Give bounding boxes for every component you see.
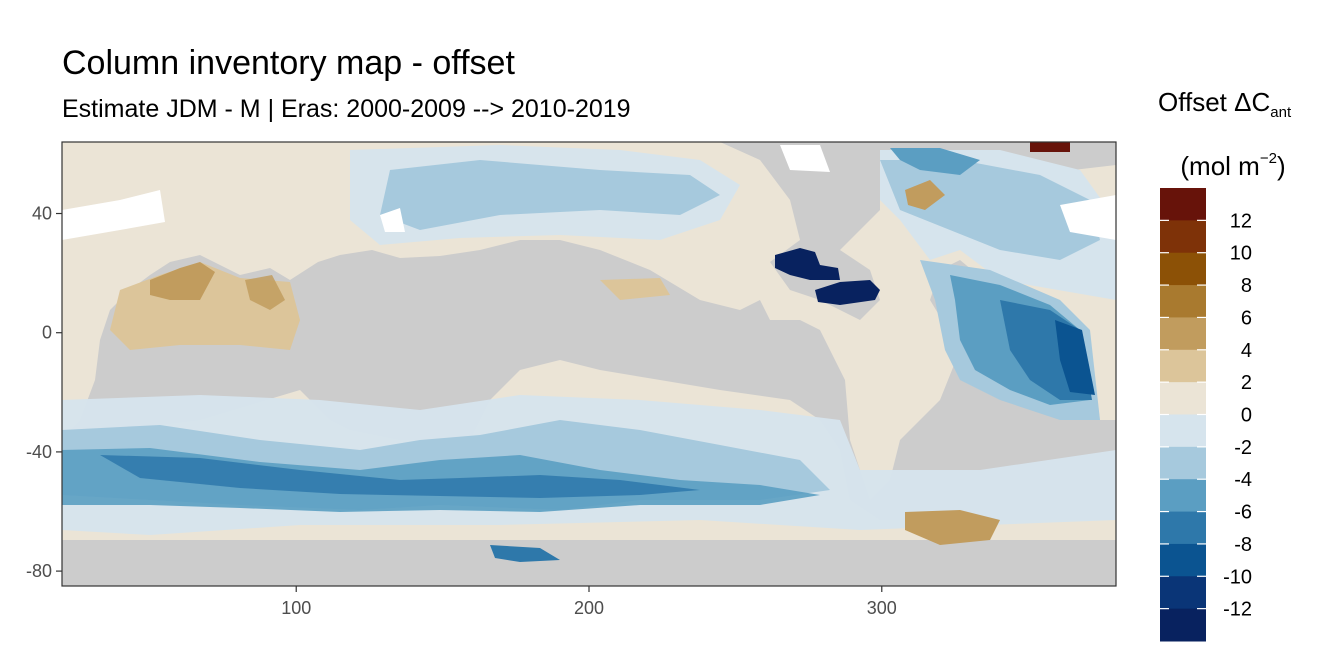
colorbar-segment [1160,220,1206,254]
colorbar-segment [1160,382,1206,415]
band-plus4-north-atlantic [905,180,945,210]
band-plus2-pacific-patch [600,278,670,300]
band-plus4-south-atlantic [905,510,1000,545]
polar-gap-2 [780,145,830,172]
chart-title: Column inventory map - offset [62,44,515,82]
caribbean-sea [815,280,880,305]
colorbar-segment [1160,414,1206,448]
band-minus8-southern [100,455,700,498]
x-axis: 100 200 300 [281,586,897,618]
x-tick-label: 300 [867,598,897,618]
colorbar-label: -10 [1223,566,1252,588]
map-panel [62,142,1116,586]
colorbar-segment [1160,446,1206,480]
antarctic-land [62,540,1116,586]
colorbar-segment [1160,511,1206,545]
colorbar-segment [1160,285,1206,318]
y-tick-label: 0 [42,323,52,343]
colorbar-segment [1160,576,1206,610]
colorbar-label: 0 [1241,405,1252,427]
legend-unit-close: ) [1276,151,1286,181]
colorbar-label: -12 [1223,599,1252,621]
colorbar-label: 10 [1230,243,1252,265]
legend-unit-open: (mol m [1180,151,1260,181]
colorbar-label: 8 [1241,275,1252,297]
colorbar-segment [1160,188,1206,221]
x-tick-label: 200 [574,598,604,618]
y-tick-label: -80 [26,561,52,581]
colorbar-segment [1160,317,1206,351]
polar-gap-3 [1060,195,1116,240]
colorbar-label: -6 [1234,502,1252,524]
legend-title-sub: ant [1270,104,1292,121]
legend-title: Offset ΔCant (mol m−2) [1158,86,1318,182]
band-minus10-atlantic [1055,320,1095,395]
polar-gap-1 [62,190,165,240]
x-tick-label: 100 [281,598,311,618]
y-tick-label: 40 [32,204,52,224]
legend-unit-sup: −2 [1259,150,1277,167]
colorbar-label: -4 [1234,469,1252,491]
colorbar-segment [1160,479,1206,513]
band-minus6-north-atlantic [890,148,980,175]
chart-subtitle: Estimate JDM - M | Eras: 2000-2009 --> 2… [62,95,631,123]
band-plus4-indian [150,262,215,300]
legend-title-main: Offset ΔC [1158,87,1271,117]
gulf-of-mexico [775,248,840,280]
colorbar-label: -8 [1234,534,1252,556]
y-axis: 40 0 -40 -80 [26,204,62,581]
colorbar-segment [1160,608,1206,642]
colorbar-label: 2 [1241,372,1252,394]
polar-gap-4 [380,208,405,232]
colorbar-label: 12 [1230,210,1252,232]
colorbar-segment [1160,252,1206,286]
band-plus4-bay [245,275,285,310]
colorbar-segment [1160,543,1206,577]
colorbar-segment [1160,349,1206,383]
y-tick-label: -40 [26,442,52,462]
colorbar: 12 10 8 6 4 2 0 -2 -4 -6 -8 -10 -12 [1160,188,1252,642]
ross-sea-blue [490,545,560,562]
arctic-hotspot [1030,142,1070,152]
colorbar-label: 4 [1241,340,1252,362]
band-minus4-north-pacific [380,160,720,230]
colorbar-label: -2 [1234,437,1252,459]
colorbar-label: 6 [1241,307,1252,329]
